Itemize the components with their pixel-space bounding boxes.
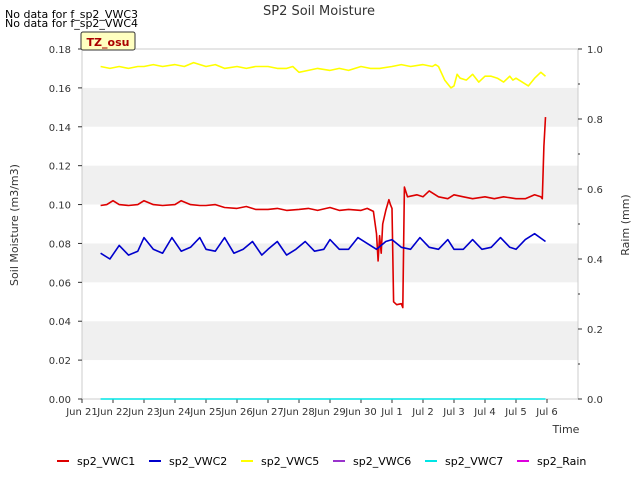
site-badge: TZ_osu [80,31,136,51]
x-tick-label: Jun 23 [127,407,160,418]
series-lines [100,61,547,400]
legend-item-sp2_Rain: sp2_Rain [517,455,586,468]
y-tick-label: 0.14 [49,123,71,134]
x-tick-label: Jun 22 [96,407,129,418]
x-tick-label: Jul 4 [473,407,496,418]
legend-label: sp2_VWC5 [261,455,319,468]
site-badge-label: TZ_osu [87,36,130,49]
legend-label: sp2_Rain [537,455,586,468]
site-badge-box [80,31,136,51]
y-axis-label: Soil Moisture (m3/m3) [8,164,21,286]
legend-item-sp2_VWC5: sp2_VWC5 [241,455,319,468]
chart-title: SP2 Soil Moisture [263,4,375,19]
x-tick-label: Jul 1 [380,407,403,418]
x-tick-label: Jul 6 [535,407,558,418]
grid-band [82,87,578,127]
legend-label: sp2_VWC6 [353,455,411,468]
legend-label: sp2_VWC7 [445,455,503,468]
grid-bands [82,87,578,361]
y2-tick-label: 0.2 [587,325,603,336]
y-tick-label: 0.10 [49,201,71,212]
x-tick-label: Jun 30 [344,407,377,418]
legend: sp2_VWC1 sp2_VWC2 sp2_VWC5 sp2_VWC6 sp2_VWC7… [57,455,586,468]
y-tick-label: 0.16 [49,84,71,95]
x-tick-label: Jun 25 [189,407,222,418]
y2-tick-label: 0.0 [587,395,603,406]
x-tick-label: Jun 29 [313,407,346,418]
y-tick-label: 0.04 [49,317,71,328]
x-tick-label: Jun 21 [65,407,98,418]
y2-tick-label: 0.8 [587,115,603,126]
series-line-sp2_VWC2 [100,232,546,260]
x-tick-label: Jul 5 [504,407,527,418]
y2-tick-label: 1.0 [587,45,603,56]
no-data-message-1: No data for f_sp2_VWC3 [5,8,139,21]
x-axis: Jun 21 Jun 22 Jun 23 Jun 24 Jun 25 Jun 26 Jun … [65,399,558,418]
x-tick-label: Jun 27 [251,407,284,418]
grid-band [82,321,578,361]
series-line-sp2_VWC5 [100,61,547,89]
series-line-sp2_VWC1 [100,117,547,309]
x-tick-label: Jun 24 [158,407,191,418]
x-tick-label: Jun 26 [220,407,253,418]
y2-axis-label: Raim (mm) [619,194,632,255]
y-tick-label: 0.12 [49,162,71,173]
grid-band [82,243,578,283]
x-tick-label: Jun 28 [282,407,315,418]
legend-label: sp2_VWC2 [169,455,227,468]
x-axis-label: Time [552,423,580,436]
y-tick-label: 0.00 [49,395,71,406]
legend-item-sp2_VWC7: sp2_VWC7 [425,455,503,468]
grid-band [82,165,578,205]
legend-item-sp2_VWC1: sp2_VWC1 [57,455,135,468]
y2-axis: 0.0 0.2 0.4 0.6 0.8 1.0 [578,45,603,406]
x-tick-label: Jul 2 [411,407,434,418]
y-tick-label: 0.08 [49,239,71,250]
y-tick-label: 0.02 [49,356,71,367]
legend-label: sp2_VWC1 [77,455,135,468]
y-tick-label: 0.06 [49,278,71,289]
legend-item-sp2_VWC2: sp2_VWC2 [149,455,227,468]
y2-tick-label: 0.4 [587,255,603,266]
y-tick-label: 0.18 [49,45,71,56]
legend-item-sp2_VWC6: sp2_VWC6 [333,455,411,468]
no-data-message-2: No data for f_sp2_VWC4 [5,17,139,30]
x-tick-label: Jul 3 [442,407,465,418]
y2-tick-label: 0.6 [587,185,603,196]
y-axis: 0.00 0.02 0.04 0.06 0.08 0.10 0.12 0.14 0.16 0.18 [49,45,82,406]
